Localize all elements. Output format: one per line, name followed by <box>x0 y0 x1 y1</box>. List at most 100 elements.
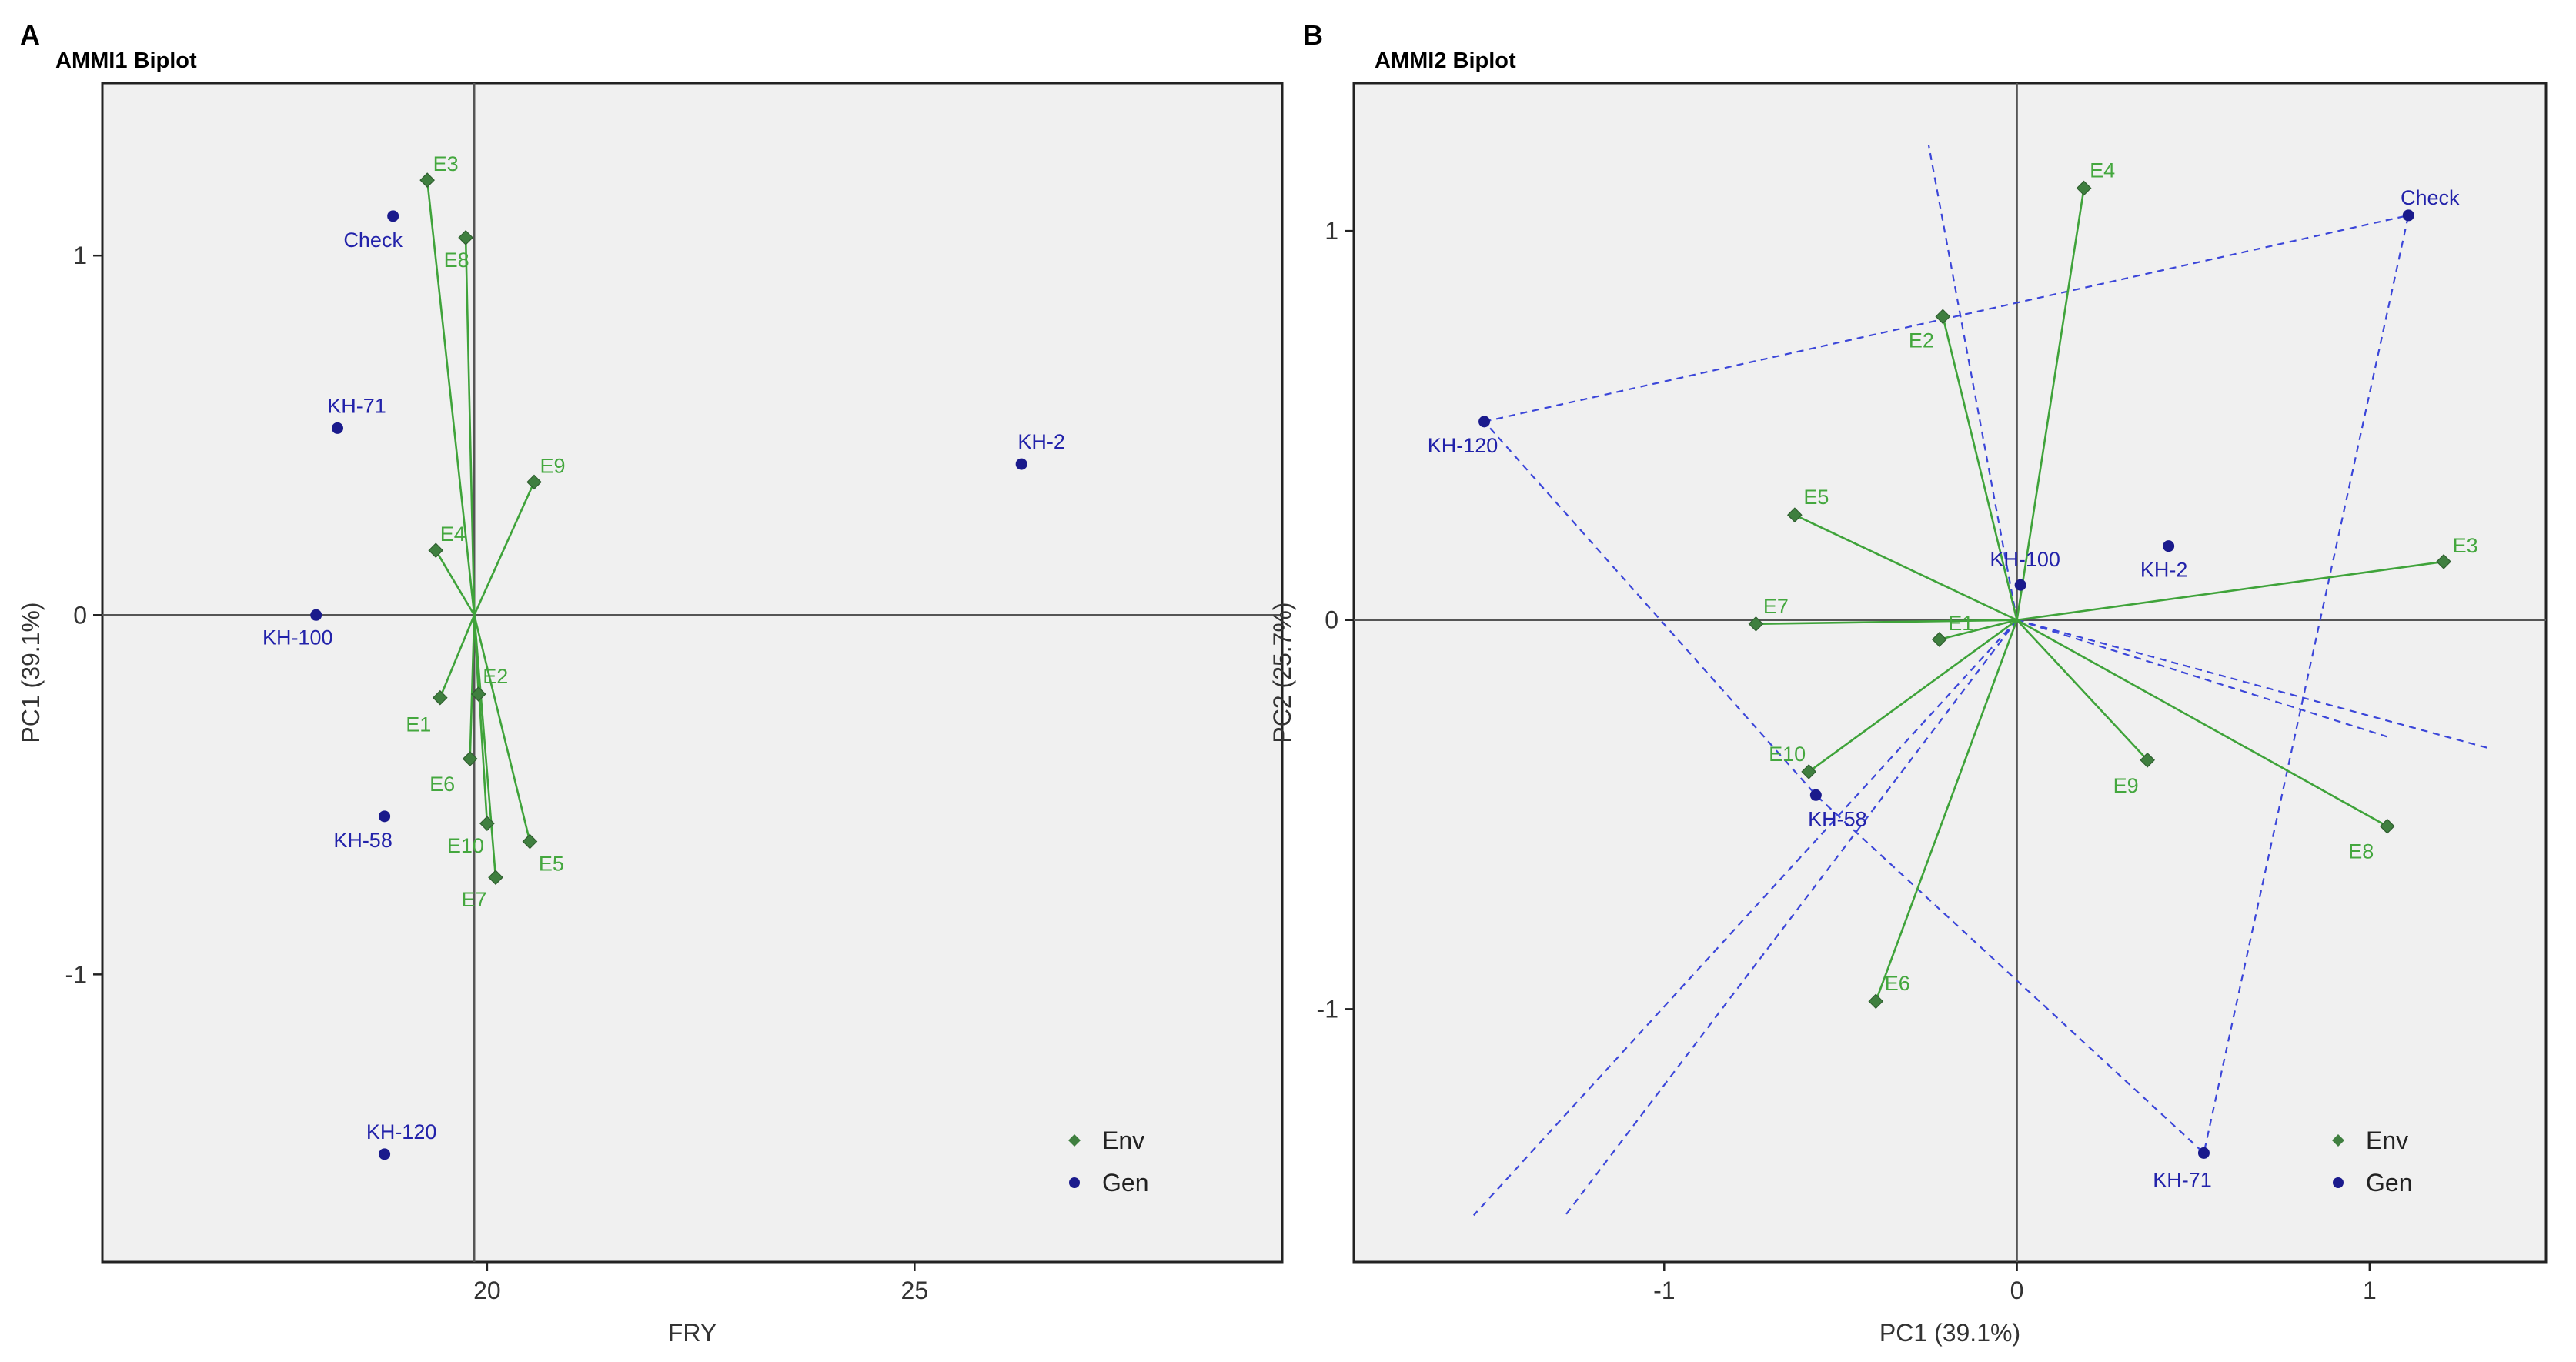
panel-a-env-label-e1: E1 <box>406 713 431 736</box>
panel-a-env-label-e9: E9 <box>540 454 565 477</box>
panel-b-env-point-e9 <box>2140 752 2155 768</box>
panel-b-env-vector-e2 <box>1942 316 2018 621</box>
panel-b-env-point-e4 <box>2076 180 2092 196</box>
panel-a-gen-point-kh-120 <box>379 1148 391 1160</box>
panel-b-legend-env-label: Env <box>2366 1127 2408 1154</box>
panel-a-gen-point-kh-71 <box>331 422 343 434</box>
panel-a-env-label-e10: E10 <box>447 834 484 857</box>
panel-b-env-point-e6 <box>1868 993 1884 1010</box>
panel-a-gen-label-check: Check <box>343 229 403 252</box>
panel-b-legend-gen-marker <box>2333 1177 2344 1188</box>
panel-a-env-vector-e9 <box>473 481 536 616</box>
panel-a-env-point-e4 <box>428 542 444 559</box>
panel-a-env-vector-e6 <box>469 615 476 759</box>
panel-b-env-label-e6: E6 <box>1885 972 1910 995</box>
panel-b-env-point-e10 <box>1801 764 1817 779</box>
panel-a-env-label-e7: E7 <box>461 888 486 911</box>
panel-b-y-tick-label: 1 <box>1325 217 1338 245</box>
panel-a-env-point-e5 <box>522 833 538 850</box>
panel-b-env-label-e9: E9 <box>2113 774 2139 797</box>
panel-a-marks: 20 25 -1 0 1 E3 E8 E9 E4 E2 E1 E6 E10 E5 E7 Check KH-71 K… <box>65 83 1282 1304</box>
panel-a-legend-env-label: Env <box>1102 1127 1144 1154</box>
panel-a-x-tick-label: 20 <box>473 1277 501 1304</box>
panel-b-env-vector-e8 <box>2016 619 2388 827</box>
panel-a-env-label-e8: E8 <box>444 249 469 272</box>
panel-a-env-label-e5: E5 <box>539 853 564 876</box>
panel-b-gen-point-check <box>2402 209 2414 222</box>
panel-b-gen-point-kh-120 <box>1478 416 1491 428</box>
panel-b-plot-area <box>1352 82 2548 1264</box>
panel-a-x-tick-label: 25 <box>901 1277 929 1304</box>
panel-a-plot-area <box>101 82 1284 1264</box>
panel-a-gen-label-kh-120: KH-120 <box>366 1120 437 1143</box>
panel-b-gen-label-kh-100: KH-100 <box>1990 548 2060 571</box>
panel-b-env-vector-e9 <box>2016 619 2149 761</box>
panel-b-x-axis-title: PC1 (39.1%) <box>1879 1319 2020 1347</box>
panel-b-env-point-e1 <box>1931 632 1947 647</box>
panel-b-legend-gen-label: Gen <box>2366 1169 2412 1197</box>
panel-a-legend-env-marker <box>1068 1134 1081 1147</box>
panel-a-env-point-e6 <box>462 751 478 766</box>
panel-b-env-label-e4: E4 <box>2090 159 2115 182</box>
panel-b-gen-label-kh-2: KH-2 <box>2140 559 2188 582</box>
panel-a-gen-label-kh-58: KH-58 <box>333 829 393 852</box>
panel-b-marks: -1 0 1 -1 0 1 E4 E2 E5 E3 E7 E1 E10 E9 E8 E6 Check KH-120… <box>1317 83 2546 1304</box>
panel-a-env-point-e2 <box>470 686 486 702</box>
panel-b-env-point-e3 <box>2436 554 2451 569</box>
panel-b-legend-env-marker <box>2332 1134 2344 1147</box>
panel-b-env-label-e5: E5 <box>1803 486 1829 509</box>
panel-a-gen-label-kh-71: KH-71 <box>327 394 386 417</box>
panel-b-title: AMMI2 Biplot <box>1375 48 1516 73</box>
panel-a-env-point-e3 <box>419 172 435 188</box>
panel-b-env-label-e1: E1 <box>1948 612 1973 635</box>
panel-a-x-axis-title: FRY <box>668 1319 717 1347</box>
panel-a-y-tick-label: 0 <box>73 601 87 629</box>
panel-b-env-vector-e6 <box>1875 619 2018 1002</box>
panel-b-sector-line <box>1927 145 2018 620</box>
panel-b-which-won-where-polygon <box>1482 214 2410 1155</box>
panel-b-env-label-e8: E8 <box>2348 840 2374 863</box>
panel-b-sector-line <box>2016 619 2490 749</box>
panel-b-sector-line <box>1565 619 2018 1216</box>
panel-a-legend-gen-label: Gen <box>1102 1169 1148 1197</box>
panel-a-legend-gen-marker <box>1069 1177 1080 1188</box>
panel-a-gen-point-kh-58 <box>379 810 391 823</box>
panel-b: B AMMI2 Biplot -1 0 1 -1 0 1 E4 E2 E5 E3 E7 E1 E10 E9… <box>1268 19 2548 1347</box>
panel-a-gen-point-kh-100 <box>310 609 322 621</box>
panel-a-env-vector-e4 <box>435 549 476 616</box>
panel-b-gen-label-kh-58: KH-58 <box>1808 807 1867 830</box>
panel-a-env-point-e8 <box>458 229 473 245</box>
panel-a-gen-point-check <box>387 210 399 222</box>
panel-a-env-vector-e8 <box>464 237 476 616</box>
panel-b-env-vector-e4 <box>2016 188 2085 620</box>
panel-b-env-vector-e3 <box>2016 560 2444 622</box>
panel-a-y-tick-label: 1 <box>73 242 87 269</box>
panel-b-gen-point-kh-100 <box>2014 579 2026 591</box>
panel-b-env-vector-e10 <box>1808 619 2018 773</box>
panel-b-env-vector-e1 <box>1939 619 2017 641</box>
panel-a-gen-label-kh-2: KH-2 <box>1017 430 1065 453</box>
panel-a-y-tick-label: -1 <box>65 960 87 988</box>
panel-a-gen-point-kh-2 <box>1015 458 1027 470</box>
panel-b-env-label-e3: E3 <box>2453 534 2478 557</box>
panel-a-env-label-e3: E3 <box>433 152 459 175</box>
panel-a-y-axis-title: PC1 (39.1%) <box>17 602 45 743</box>
panel-b-env-label-e10: E10 <box>1769 743 1806 766</box>
panel-b-env-point-e5 <box>1787 507 1803 523</box>
panel-a-env-vector-e1 <box>439 614 476 699</box>
panel-b-env-label-e7: E7 <box>1763 595 1789 618</box>
panel-b-x-tick-label: 1 <box>2363 1277 2377 1304</box>
panel-b-env-vector-e7 <box>1756 619 2017 626</box>
panel-a-env-vector-e3 <box>426 179 476 616</box>
panel-a-env-point-e7 <box>488 870 503 886</box>
panel-a-env-label-e2: E2 <box>483 665 508 688</box>
panel-b-gen-point-kh-2 <box>2163 540 2175 552</box>
panel-b-gen-point-kh-71 <box>2197 1147 2210 1159</box>
panel-a-env-point-e1 <box>432 689 448 706</box>
panel-b-gen-label-check: Check <box>2401 186 2460 209</box>
panel-a-legend: Env Gen <box>1068 1127 1148 1197</box>
panel-a-env-label-e6: E6 <box>429 773 455 796</box>
panel-b-x-tick-label: 0 <box>2010 1277 2024 1304</box>
panel-a-env-vector-e5 <box>473 614 531 842</box>
